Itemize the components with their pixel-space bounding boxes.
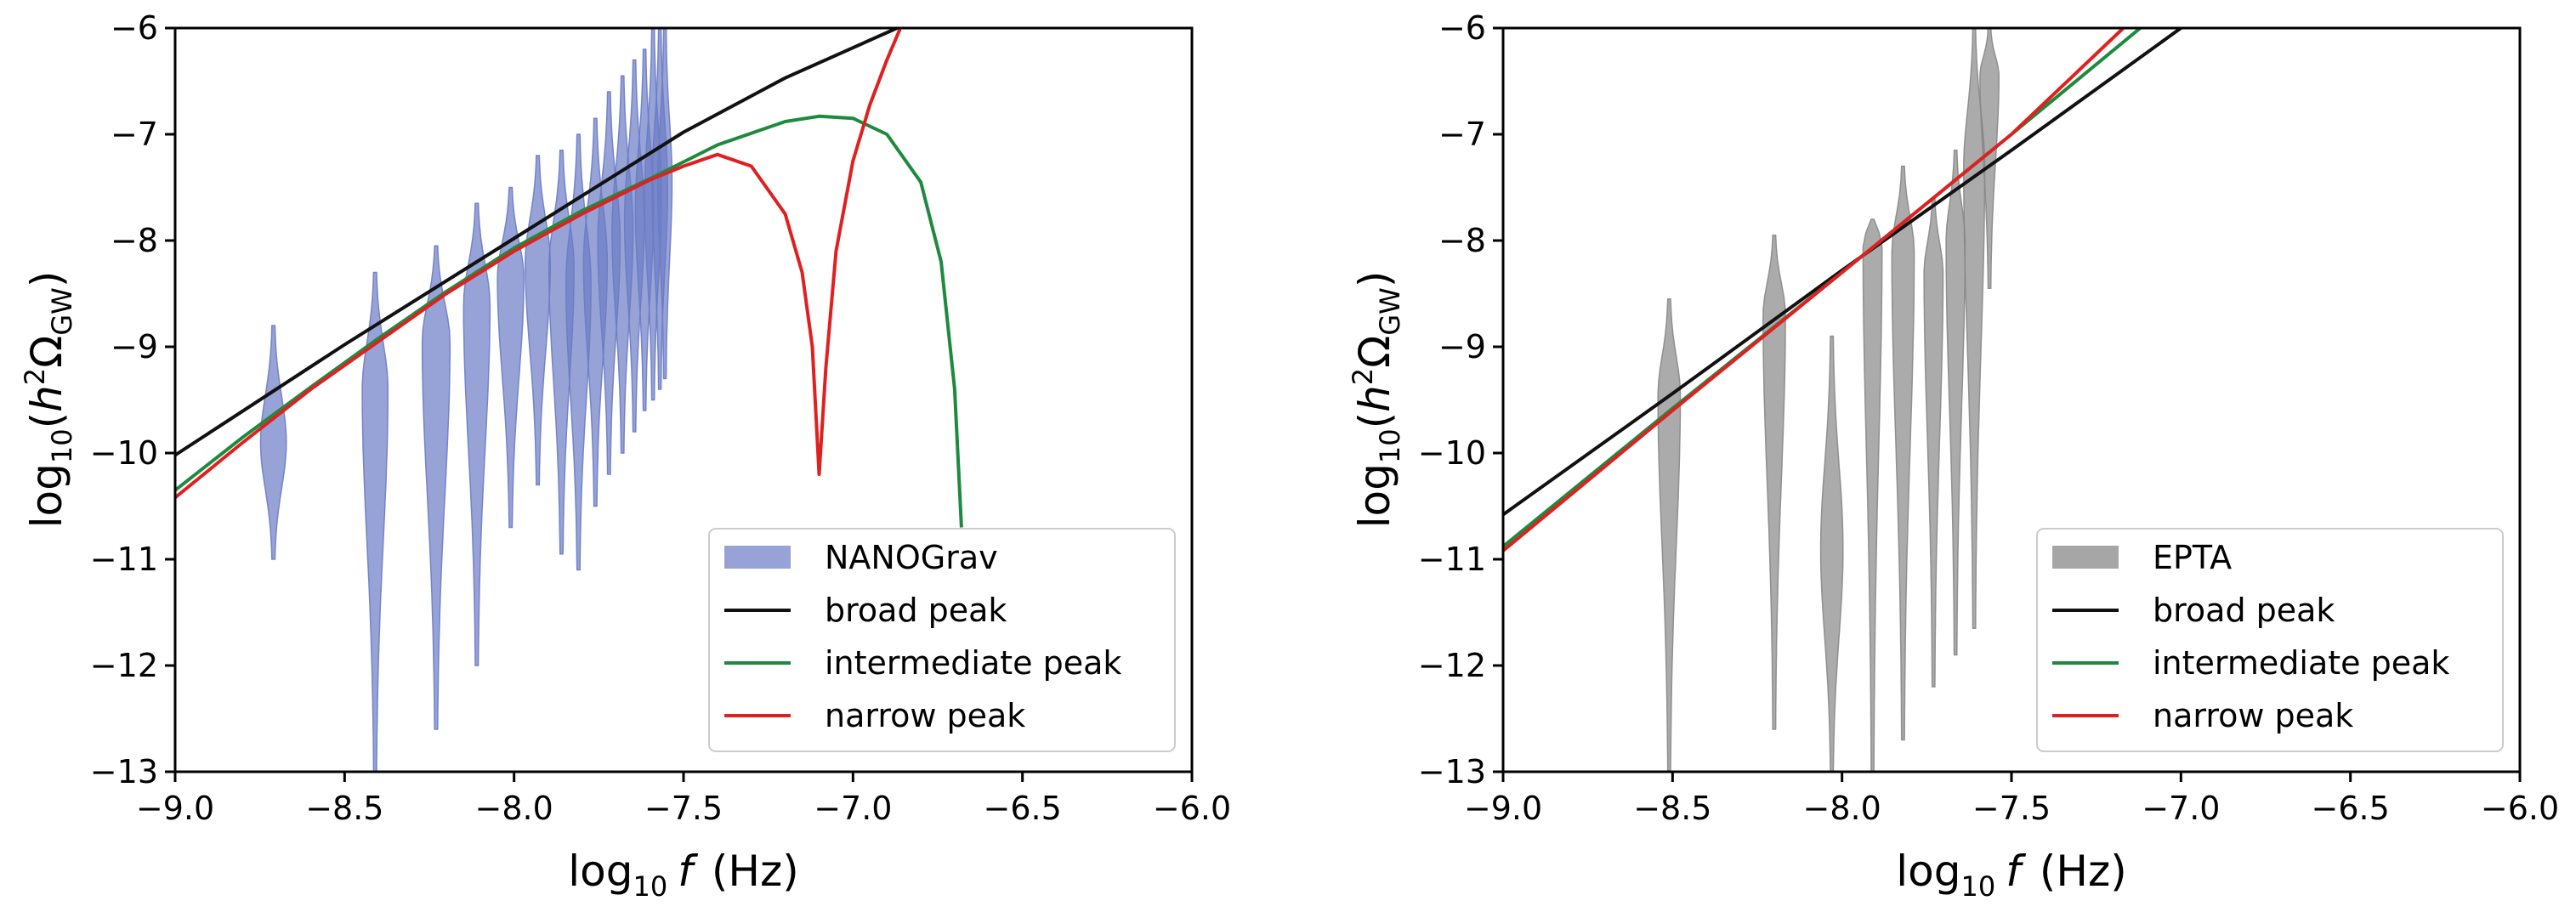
legend-label-violin: NANOGrav bbox=[825, 539, 998, 576]
violin-5 bbox=[525, 155, 552, 486]
legend-label-violin: EPTA bbox=[2153, 539, 2232, 576]
y-ticks: −13 −12 −11 −10 −9 −8 −7 −6 bbox=[90, 9, 175, 790]
x-tick-label: −7.0 bbox=[814, 790, 892, 827]
y-tick-label: −8 bbox=[1438, 222, 1486, 259]
y-tick-label: −6 bbox=[111, 9, 158, 47]
x-tick-label: −9.0 bbox=[136, 790, 214, 827]
line-group bbox=[1503, 28, 2182, 552]
y-tick-label: −13 bbox=[90, 753, 158, 790]
y-tick-label: −10 bbox=[90, 434, 158, 472]
y-tick-label: −9 bbox=[1438, 328, 1486, 365]
y-tick-label: −6 bbox=[1438, 9, 1486, 47]
legend-swatch-violin bbox=[724, 546, 791, 569]
violin-1 bbox=[1762, 235, 1786, 730]
y-tick-label: −11 bbox=[90, 541, 158, 578]
y-tick-label: −12 bbox=[90, 647, 158, 684]
x-ticks: −9.0 −8.5 −8.0 −7.5 −7.0 −6.5 −6.0 bbox=[136, 772, 1231, 827]
y-axis-label: log10(h2ΩGW) bbox=[1347, 271, 1406, 529]
violin-4 bbox=[496, 186, 525, 529]
violin-4 bbox=[1891, 165, 1915, 741]
violin-3 bbox=[1862, 218, 1883, 772]
x-tick-label: −7.5 bbox=[644, 790, 723, 827]
legend-label-broad: broad peak bbox=[2153, 592, 2335, 629]
legend-label-intermediate: intermediate peak bbox=[825, 644, 1121, 682]
series-line-broad-peak bbox=[175, 28, 899, 457]
violin-3 bbox=[462, 202, 491, 666]
y-tick-label: −13 bbox=[1418, 753, 1486, 790]
legend-label-narrow: narrow peak bbox=[2153, 697, 2353, 734]
y-tick-label: −7 bbox=[1438, 116, 1486, 153]
x-tick-label: −6.0 bbox=[1153, 790, 1231, 827]
x-ticks: −9.0 −8.5 −8.0 −7.5 −7.0 −6.5 −6.0 bbox=[1464, 772, 2559, 827]
x-tick-label: −9.0 bbox=[1464, 790, 1542, 827]
right-panel: −9.0 −8.5 −8.0 −7.5 −7.0 −6.5 −6.0 −13−12−11−1… bbox=[1347, 9, 2559, 903]
legend-label-intermediate: intermediate peak bbox=[2153, 644, 2449, 682]
violin-8 bbox=[1979, 28, 2000, 289]
x-tick-label: −7.5 bbox=[1972, 790, 2051, 827]
left-panel: −9.0 −8.5 −8.0 −7.5 −7.0 −6.5 −6.0 −13−12−11−1… bbox=[19, 9, 1231, 903]
y-tick-label: −8 bbox=[111, 222, 158, 259]
violin-1 bbox=[361, 271, 389, 772]
series-line-narrow-peak bbox=[175, 28, 902, 500]
x-tick-label: −6.5 bbox=[984, 790, 1062, 827]
y-tick-label: −7 bbox=[111, 116, 158, 153]
violin-group bbox=[1657, 28, 2000, 772]
violin-15 bbox=[656, 28, 673, 380]
violin-0 bbox=[259, 325, 287, 560]
violin-0 bbox=[1657, 298, 1682, 772]
violin-6 bbox=[1945, 150, 1966, 656]
x-tick-label: −8.0 bbox=[1803, 790, 1881, 827]
series-line-narrow-peak bbox=[1503, 28, 2125, 552]
y-ticks: −13 −12 −11 −10 −9 −8 −7 −6 bbox=[1418, 9, 1503, 790]
x-tick-label: −6.5 bbox=[2312, 790, 2390, 827]
violin-7 bbox=[1963, 28, 1986, 630]
violin-2 bbox=[1819, 335, 1844, 772]
violin-2 bbox=[421, 245, 451, 730]
x-tick-label: −7.0 bbox=[2142, 790, 2220, 827]
legend-label-narrow: narrow peak bbox=[825, 697, 1025, 734]
x-tick-label: −8.5 bbox=[1633, 790, 1711, 827]
y-axis-label: log10(h2ΩGW) bbox=[19, 271, 78, 529]
legend-box bbox=[2036, 528, 2504, 752]
violin-5 bbox=[1923, 197, 1944, 688]
y-tick-label: −12 bbox=[1418, 647, 1486, 684]
y-tick-label: −9 bbox=[111, 328, 158, 365]
y-tick-label: −10 bbox=[1418, 434, 1486, 472]
x-tick-label: −8.5 bbox=[305, 790, 383, 827]
violin-group bbox=[259, 28, 673, 772]
series-line-intermediate-peak bbox=[175, 114, 963, 528]
x-tick-label: −8.0 bbox=[475, 790, 553, 827]
legend: EPTA broad peak intermediate peak narrow… bbox=[2036, 528, 2504, 752]
legend-label-broad: broad peak bbox=[825, 592, 1007, 629]
y-tick-label: −11 bbox=[1418, 541, 1486, 578]
legend: NANOGrav broad peak intermediate peak na… bbox=[708, 528, 1176, 752]
legend-swatch-violin bbox=[2052, 546, 2119, 569]
x-axis-label: log10 f (Hz) bbox=[568, 847, 798, 903]
x-axis-label: log10 f (Hz) bbox=[1896, 847, 2126, 903]
line-group bbox=[175, 28, 963, 528]
legend-box bbox=[708, 528, 1176, 752]
x-tick-label: −6.0 bbox=[2481, 790, 2559, 827]
